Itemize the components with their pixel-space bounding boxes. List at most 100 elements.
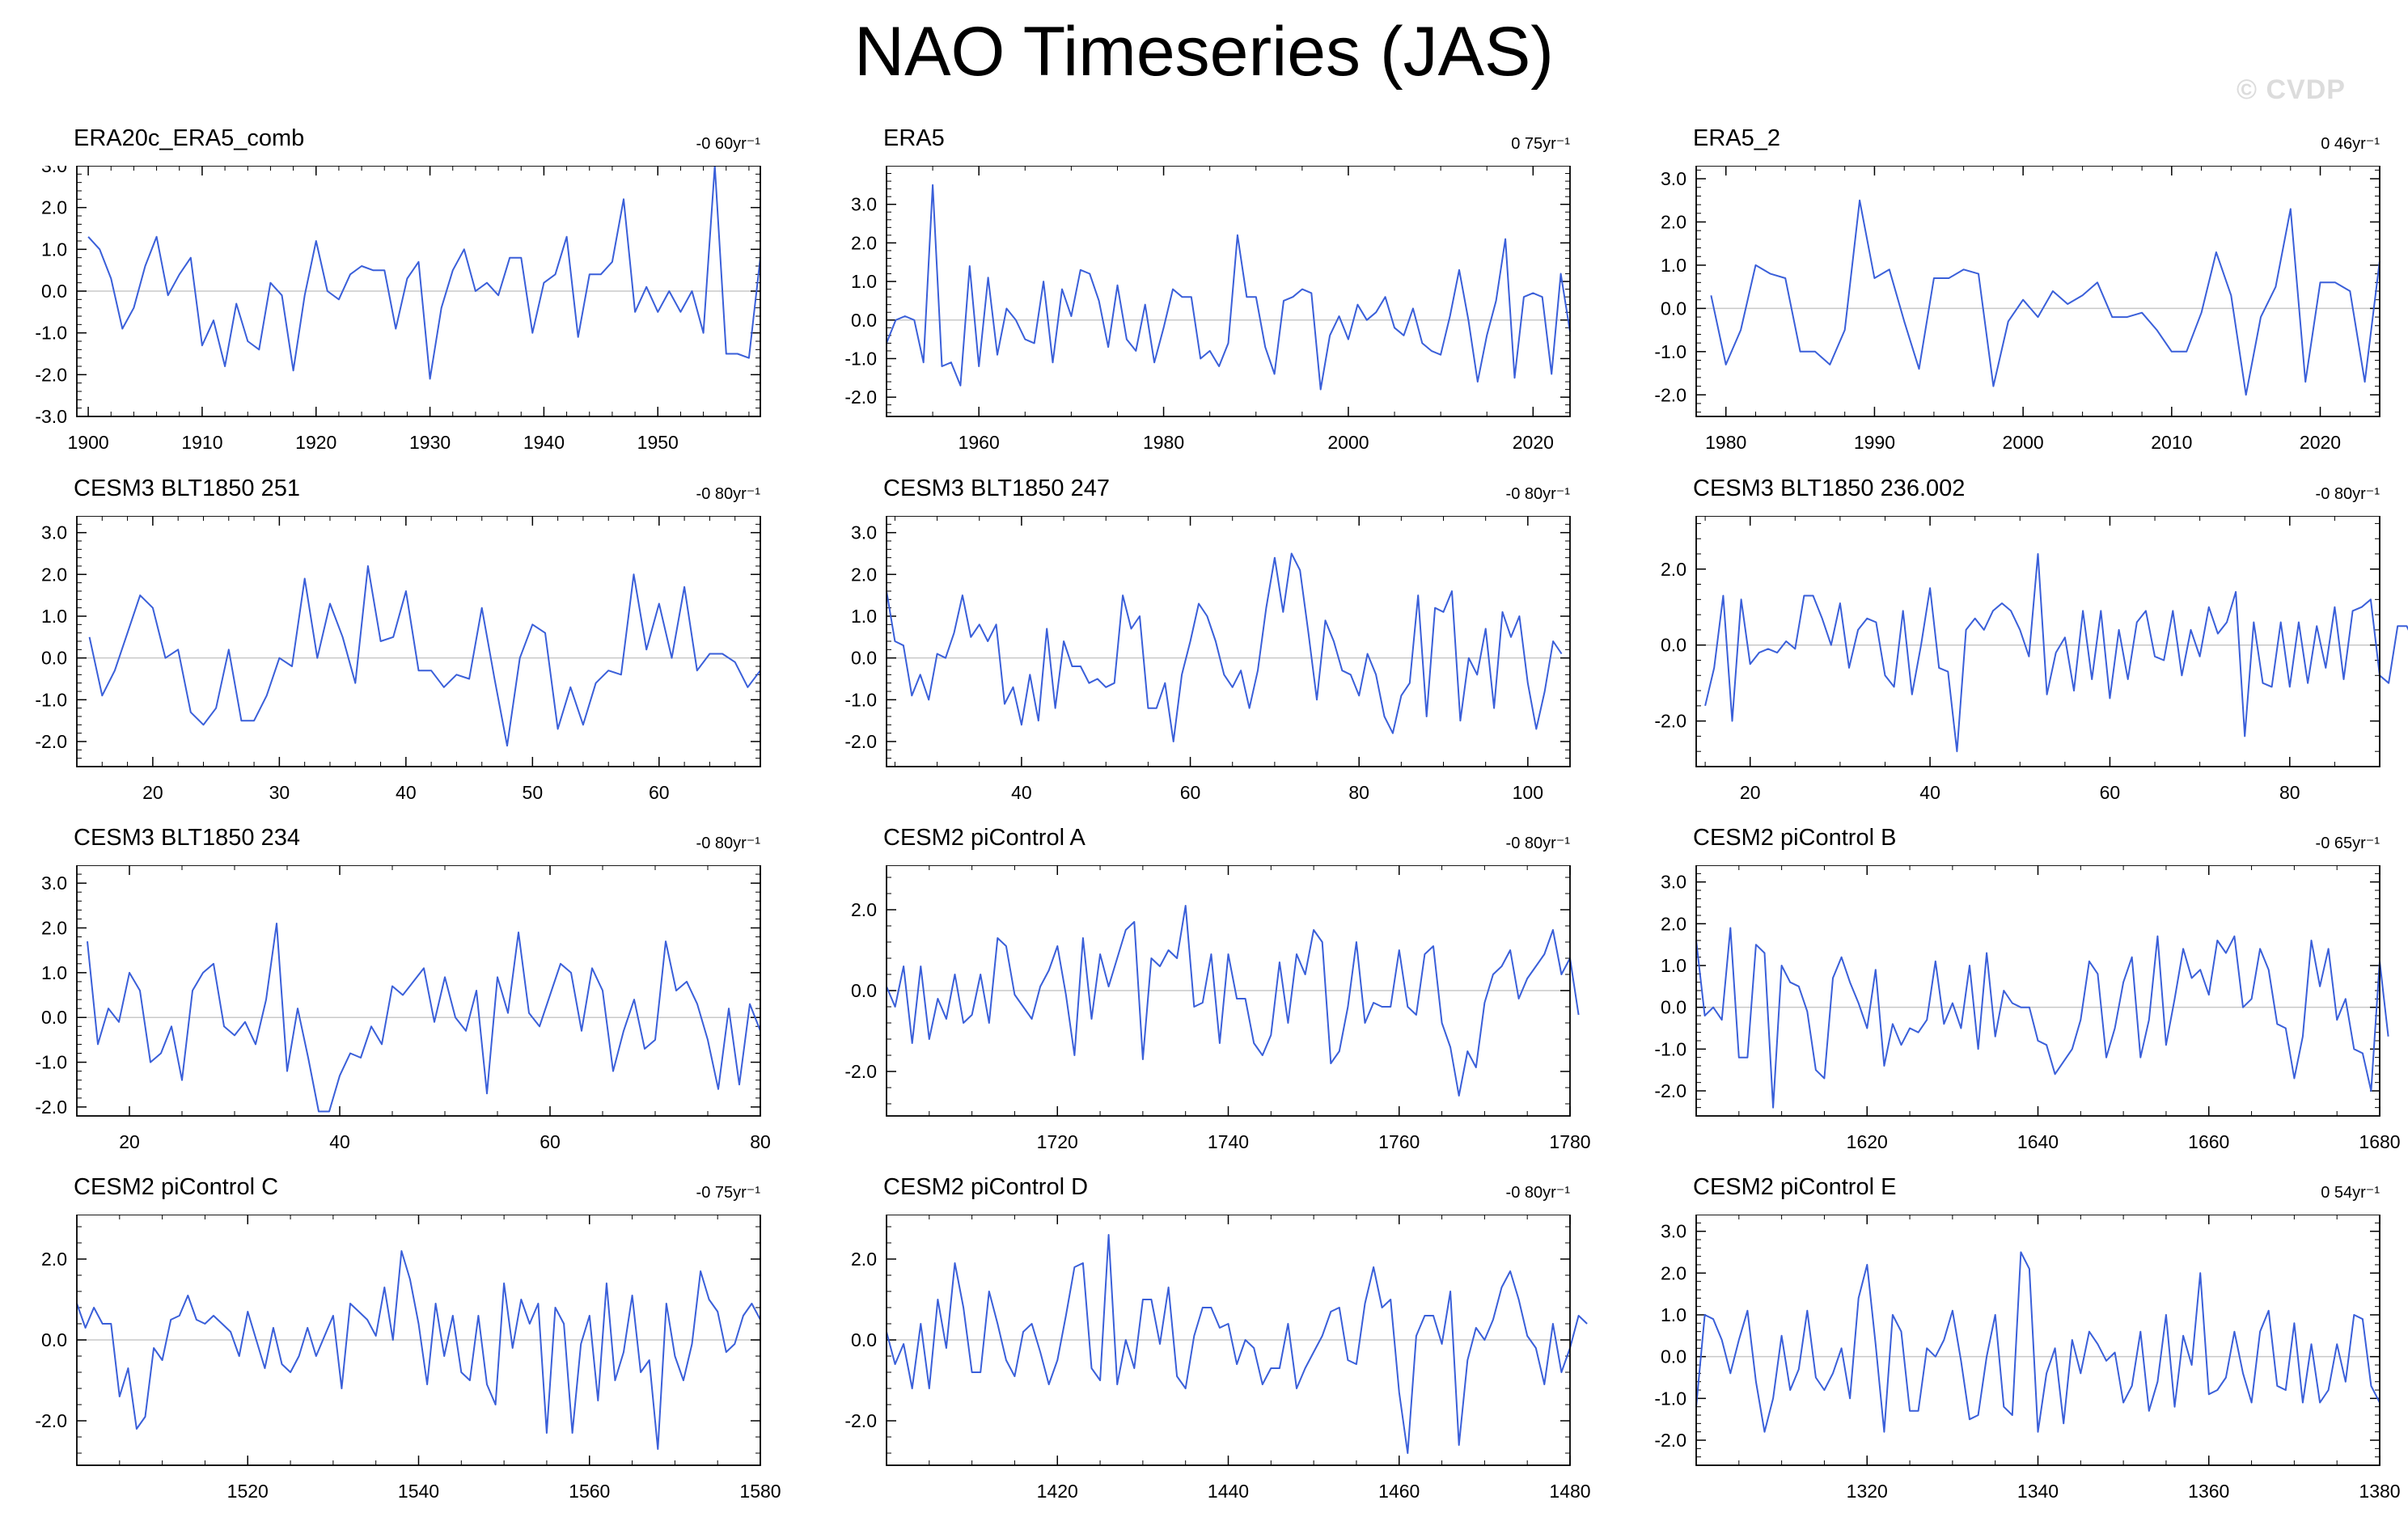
y-tick-label: -1.0 bbox=[1654, 1388, 1686, 1409]
panel-title: CESM2 piControl D bbox=[883, 1174, 1089, 1200]
plot-frame bbox=[1695, 516, 2380, 767]
y-tick-label: 0.0 bbox=[41, 1007, 67, 1028]
y-tick-label: 1.0 bbox=[1661, 1304, 1686, 1325]
panel-title: CESM2 piControl B bbox=[1693, 825, 1897, 851]
x-tick-label: 20 bbox=[119, 1131, 140, 1152]
x-tick-label: 1640 bbox=[2017, 1131, 2059, 1152]
x-tick-label: 1950 bbox=[637, 432, 679, 453]
y-tick-label: -2.0 bbox=[35, 1097, 67, 1118]
x-tick-label: 1980 bbox=[1143, 432, 1184, 453]
y-tick-label: 2.0 bbox=[41, 197, 67, 218]
y-tick-label: 0.0 bbox=[1661, 298, 1686, 319]
x-tick-label: 1460 bbox=[1378, 1481, 1420, 1502]
y-tick-label: 3.0 bbox=[851, 522, 877, 543]
y-tick-label: -2.0 bbox=[844, 1061, 877, 1082]
y-tick-label: -1.0 bbox=[1654, 341, 1686, 362]
x-tick-label: 1520 bbox=[227, 1481, 269, 1502]
x-tick-label: 1740 bbox=[1208, 1131, 1249, 1152]
x-tick-label: 80 bbox=[1348, 782, 1369, 803]
x-tick-label: 1720 bbox=[1037, 1131, 1078, 1152]
y-tick-label: -2.0 bbox=[1654, 384, 1686, 405]
x-tick-label: 60 bbox=[649, 782, 670, 803]
plot-frame bbox=[886, 516, 1571, 767]
x-tick-label: 50 bbox=[523, 782, 544, 803]
trend-label: -0 80yr⁻¹ bbox=[1505, 485, 1570, 503]
y-tick-label: 0.0 bbox=[41, 648, 67, 669]
x-tick-label: 2020 bbox=[2300, 432, 2341, 453]
x-tick-label: 1580 bbox=[739, 1481, 781, 1502]
y-tick-label: 2.0 bbox=[851, 564, 877, 585]
y-tick-label: 0.0 bbox=[851, 1329, 877, 1350]
x-tick-label: 60 bbox=[2100, 782, 2121, 803]
panel-chart: -3.0 -2.0 -1.0 0.0 1.0 2.0 3.0 1900 1910 1920 1930… bbox=[35, 166, 761, 453]
panel-chart: -2.0 -1.0 0.0 1.0 2.0 3.0 1960 1980 2000 2020 bbox=[844, 166, 1571, 453]
x-tick-label: 2020 bbox=[1513, 432, 1554, 453]
panel-title: CESM3 BLT1850 234 bbox=[74, 825, 300, 851]
y-tick-label: 2.0 bbox=[41, 564, 67, 585]
trend-label: -0 80yr⁻¹ bbox=[1505, 1184, 1570, 1202]
x-tick-label: 1680 bbox=[2359, 1131, 2400, 1152]
panel-title: ERA5 bbox=[883, 125, 945, 151]
x-tick-label: 1940 bbox=[523, 432, 565, 453]
y-tick-label: 0.0 bbox=[1661, 1346, 1686, 1367]
y-tick-label: 2.0 bbox=[41, 918, 67, 939]
y-tick-label: 0.0 bbox=[851, 648, 877, 669]
x-tick-label: 1380 bbox=[2359, 1481, 2400, 1502]
plot-frame bbox=[886, 1215, 1571, 1466]
trend-label: -0 65yr⁻¹ bbox=[2315, 835, 2380, 852]
trend-label: 0 75yr⁻¹ bbox=[1511, 135, 1570, 153]
cvdp-watermark: © CVDP bbox=[2237, 74, 2346, 105]
nao-series-line bbox=[886, 1234, 1588, 1454]
panel-title: ERA5_2 bbox=[1693, 125, 1781, 151]
plot-frame bbox=[1695, 865, 2380, 1117]
panel-title: ERA20c_ERA5_comb bbox=[74, 125, 305, 151]
y-tick-label: 3.0 bbox=[1661, 1221, 1686, 1242]
panel-title: CESM2 piControl C bbox=[74, 1174, 279, 1200]
y-tick-label: 1.0 bbox=[41, 606, 67, 627]
x-tick-label: 1480 bbox=[1549, 1481, 1590, 1502]
y-tick-label: 0.0 bbox=[1661, 635, 1686, 656]
y-tick-label: -1.0 bbox=[35, 689, 67, 710]
plot-frame bbox=[76, 516, 761, 767]
nao-series-line bbox=[1695, 927, 2389, 1109]
y-tick-label: -3.0 bbox=[35, 406, 67, 427]
trend-label: 0 46yr⁻¹ bbox=[2321, 135, 2380, 153]
x-tick-label: 1420 bbox=[1037, 1481, 1078, 1502]
trend-label: -0 60yr⁻¹ bbox=[696, 135, 760, 153]
plot-frame bbox=[76, 1215, 761, 1466]
y-tick-label: -1.0 bbox=[844, 348, 877, 369]
y-tick-label: -2.0 bbox=[35, 731, 67, 752]
y-tick-label: 3.0 bbox=[41, 522, 67, 543]
y-tick-label: -2.0 bbox=[1654, 711, 1686, 732]
y-tick-label: 1.0 bbox=[851, 271, 877, 292]
plot-frame bbox=[76, 166, 761, 417]
y-tick-label: 2.0 bbox=[851, 232, 877, 253]
y-tick-label: -2.0 bbox=[844, 731, 877, 752]
nao-series-line bbox=[87, 923, 761, 1113]
y-tick-label: 1.0 bbox=[41, 962, 67, 983]
x-tick-label: 1930 bbox=[409, 432, 451, 453]
y-tick-label: -2.0 bbox=[35, 364, 67, 385]
trend-label: -0 75yr⁻¹ bbox=[696, 1184, 760, 1202]
trend-label: -0 80yr⁻¹ bbox=[696, 485, 760, 503]
nao-series-line bbox=[886, 184, 1571, 391]
y-tick-label: 0.0 bbox=[851, 980, 877, 1001]
y-tick-label: 2.0 bbox=[851, 1249, 877, 1270]
y-tick-label: 2.0 bbox=[1661, 211, 1686, 232]
trend-label: -0 80yr⁻¹ bbox=[1505, 835, 1570, 852]
y-tick-label: 2.0 bbox=[1661, 913, 1686, 934]
y-tick-label: 3.0 bbox=[41, 873, 67, 894]
x-tick-label: 2000 bbox=[1327, 432, 1369, 453]
x-tick-label: 40 bbox=[396, 782, 417, 803]
plot-frame bbox=[1695, 166, 2380, 417]
y-tick-label: -1.0 bbox=[35, 323, 67, 344]
y-tick-label: 2.0 bbox=[851, 899, 877, 920]
y-tick-label: -2.0 bbox=[1654, 1080, 1686, 1101]
nao-series-line bbox=[1710, 199, 2380, 396]
y-tick-label: 3.0 bbox=[851, 194, 877, 215]
y-tick-label: 1.0 bbox=[41, 239, 67, 260]
panel-chart: -2.0 -1.0 0.0 1.0 2.0 3.0 40 60 80 100 bbox=[844, 516, 1571, 803]
panel-chart: -2.0 -1.0 0.0 1.0 2.0 3.0 20 40 60 80 bbox=[35, 865, 771, 1152]
nao-series-line bbox=[886, 552, 1563, 742]
y-tick-label: 3.0 bbox=[1661, 168, 1686, 189]
